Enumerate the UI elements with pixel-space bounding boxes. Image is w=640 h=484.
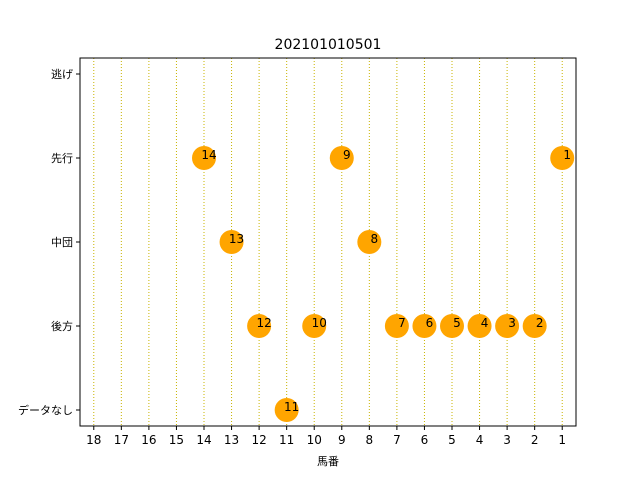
data-point	[522, 314, 547, 338]
x-tick-label: 9	[338, 433, 346, 447]
data-point	[467, 314, 492, 338]
x-tick-label: 2	[531, 433, 539, 447]
data-point-label: 14	[201, 148, 216, 162]
data-point-label: 6	[426, 316, 434, 330]
data-point	[440, 314, 464, 338]
x-tick-label: 6	[421, 433, 429, 447]
x-tick-label: 3	[503, 433, 511, 447]
x-tick-label: 5	[448, 433, 456, 447]
x-tick-label: 7	[393, 433, 401, 447]
x-tick-label: 18	[86, 433, 101, 447]
x-tick-label: 10	[307, 433, 322, 447]
data-point	[550, 146, 575, 170]
x-tick-label: 8	[366, 433, 374, 447]
data-point-label: 1	[563, 148, 571, 162]
data-point	[274, 398, 299, 422]
x-tick-label: 15	[169, 433, 184, 447]
data-point	[192, 146, 216, 170]
x-tick-label: 13	[224, 433, 239, 447]
data-point-label: 12	[256, 316, 271, 330]
x-tick-label: 4	[476, 433, 484, 447]
x-axis-ticks: 18 17 16 15 14 13 12 11 10 9 8 7 6 5 4 3 2 1	[86, 426, 566, 447]
y-tick-label: データなし	[18, 403, 73, 417]
data-point-label: 4	[481, 316, 489, 330]
y-axis-ticks: データなし 後方 中団 先行 逃げ	[18, 68, 80, 417]
grid-lines	[93, 58, 563, 426]
x-tick-label: 16	[141, 433, 156, 447]
y-tick-label: 中団	[51, 236, 73, 249]
data-point-label: 2	[536, 316, 544, 330]
data-point-label: 7	[398, 316, 406, 330]
data-point	[357, 230, 382, 254]
data-point	[384, 314, 409, 338]
x-tick-label: 11	[279, 433, 294, 447]
x-tick-label: 12	[251, 433, 266, 447]
chart-title: 202101010501	[275, 37, 382, 53]
data-point	[302, 314, 327, 338]
data-point	[329, 146, 354, 170]
x-tick-label: 17	[114, 433, 129, 447]
data-point-label: 11	[284, 400, 299, 414]
data-point	[412, 314, 437, 338]
data-point-label: 5	[453, 316, 461, 330]
y-tick-label: 逃げ	[51, 68, 73, 81]
data-point	[219, 230, 244, 254]
data-point-label: 13	[229, 232, 244, 246]
data-point-label: 3	[508, 316, 516, 330]
x-axis-label: 馬番	[317, 455, 339, 468]
data-point	[495, 314, 520, 338]
y-tick-label: 先行	[51, 152, 73, 165]
data-point	[247, 314, 272, 338]
data-point-label: 10	[312, 316, 327, 330]
data-point-label: 8	[371, 232, 379, 246]
x-tick-label: 1	[558, 433, 566, 447]
y-tick-label: 後方	[51, 319, 73, 333]
data-point-label: 9	[343, 148, 351, 162]
x-tick-label: 14	[196, 433, 211, 447]
plot-area-frame	[79, 57, 577, 427]
